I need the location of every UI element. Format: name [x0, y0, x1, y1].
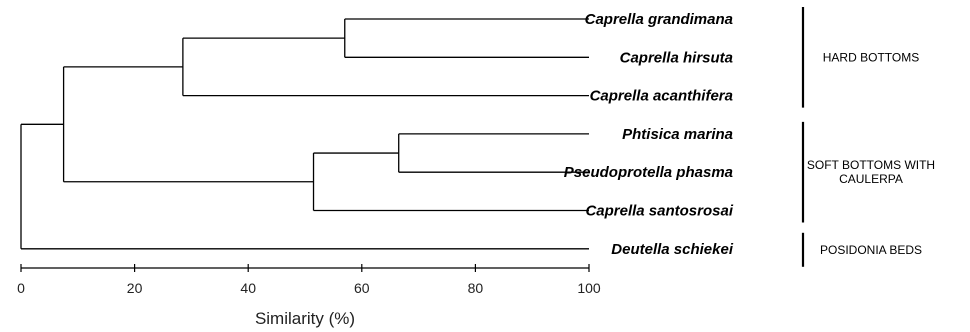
leaf-label: Phtisica marina — [622, 126, 733, 143]
leaf-label: Caprella santosrosai — [585, 203, 733, 220]
similarity-axis: 0 20 40 60 80 100 Similarity (%) — [17, 264, 601, 328]
leaf-label: Pseudoprotella phasma — [564, 164, 733, 181]
merge-node-2 — [398, 133, 589, 173]
tick-label: 100 — [577, 280, 601, 296]
axis-title: Similarity (%) — [255, 309, 355, 328]
group-label: SOFT BOTTOMS WITH — [807, 158, 935, 172]
leaf-labels: Caprella grandimana Caprella hirsuta Capre… — [564, 11, 734, 258]
merge-node-4 — [312, 152, 589, 212]
group-label: HARD BOTTOMS — [823, 50, 919, 64]
habitat-group-1: HARD BOTTOMS — [801, 7, 919, 108]
merge-node-3 — [182, 37, 589, 97]
tick-label: 40 — [240, 280, 256, 296]
leaf-label: Caprella hirsuta — [620, 49, 733, 66]
tick-label: 0 — [17, 280, 25, 296]
leaf-label: Caprella grandimana — [585, 11, 733, 28]
group-label: CAULERPA — [839, 172, 903, 186]
merge-node-1 — [344, 18, 589, 58]
leaf-label: Caprella acanthifera — [590, 88, 733, 105]
merge-node-5 — [62, 66, 314, 183]
tick-label: 20 — [127, 280, 143, 296]
tick-label: 80 — [468, 280, 484, 296]
tick-label: 60 — [354, 280, 370, 296]
axis-ticks: 0 20 40 60 80 100 — [17, 264, 601, 296]
merge-node-6 — [20, 123, 589, 250]
group-label: POSIDONIA BEDS — [820, 243, 922, 257]
habitat-group-3: POSIDONIA BEDS — [801, 232, 922, 267]
dendrogram-branches — [20, 18, 589, 250]
leaf-label: Deutella schiekei — [611, 241, 734, 258]
